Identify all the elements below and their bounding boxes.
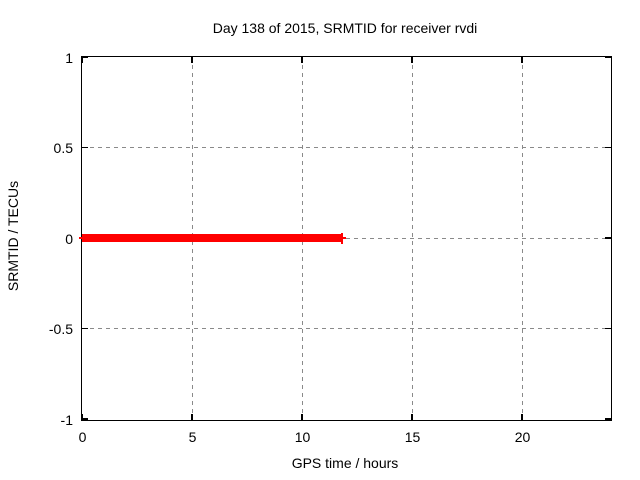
y-gridline <box>82 328 610 329</box>
y-gridline <box>82 237 610 239</box>
series-layer <box>78 57 611 420</box>
plot-area <box>78 56 612 421</box>
y-tick-label: 1 <box>65 49 73 66</box>
x-tick-top <box>411 57 413 63</box>
y-gridline <box>82 147 610 148</box>
x-tick-label: 20 <box>514 429 531 445</box>
x-tick-bottom <box>191 414 193 420</box>
y-tick-label: -1 <box>60 411 73 428</box>
y-tick-left <box>82 418 88 420</box>
y-tick-label: 0.5 <box>53 140 73 156</box>
x-tick-top <box>521 57 523 63</box>
x-tick-top <box>191 57 193 63</box>
axis-ticks <box>81 56 611 420</box>
y-tick-right <box>605 418 611 420</box>
x-tick-label: 10 <box>294 429 311 445</box>
y-tick-right <box>605 327 611 330</box>
x-tick-top <box>301 57 303 63</box>
y-axis-label: SRMTID / TECUs <box>5 180 21 292</box>
x-tick-label: 15 <box>404 429 421 445</box>
y-tick-label: -0.5 <box>48 321 73 337</box>
x-tick-label: 0 <box>78 429 87 445</box>
x-tick-top <box>81 57 83 63</box>
x-tick-label: 5 <box>188 429 197 445</box>
y-tick-right <box>605 56 611 58</box>
y-tick-right <box>605 237 611 239</box>
series-end-marker <box>340 232 343 244</box>
x-axis-label: GPS time / hours <box>291 455 399 471</box>
y-tick-right <box>605 146 611 149</box>
series-line-thick <box>82 234 342 242</box>
x-tick-bottom <box>301 414 303 420</box>
chart-title: Day 138 of 2015, SRMTID for receiver rvd… <box>212 20 478 36</box>
x-tick-bottom <box>521 414 523 420</box>
y-tick-left <box>82 56 88 58</box>
y-tick-left <box>82 146 88 149</box>
x-tick-bottom <box>81 414 83 420</box>
x-tick-bottom <box>411 414 413 420</box>
y-tick-left <box>82 327 88 330</box>
y-tick-label: 0 <box>65 230 73 247</box>
